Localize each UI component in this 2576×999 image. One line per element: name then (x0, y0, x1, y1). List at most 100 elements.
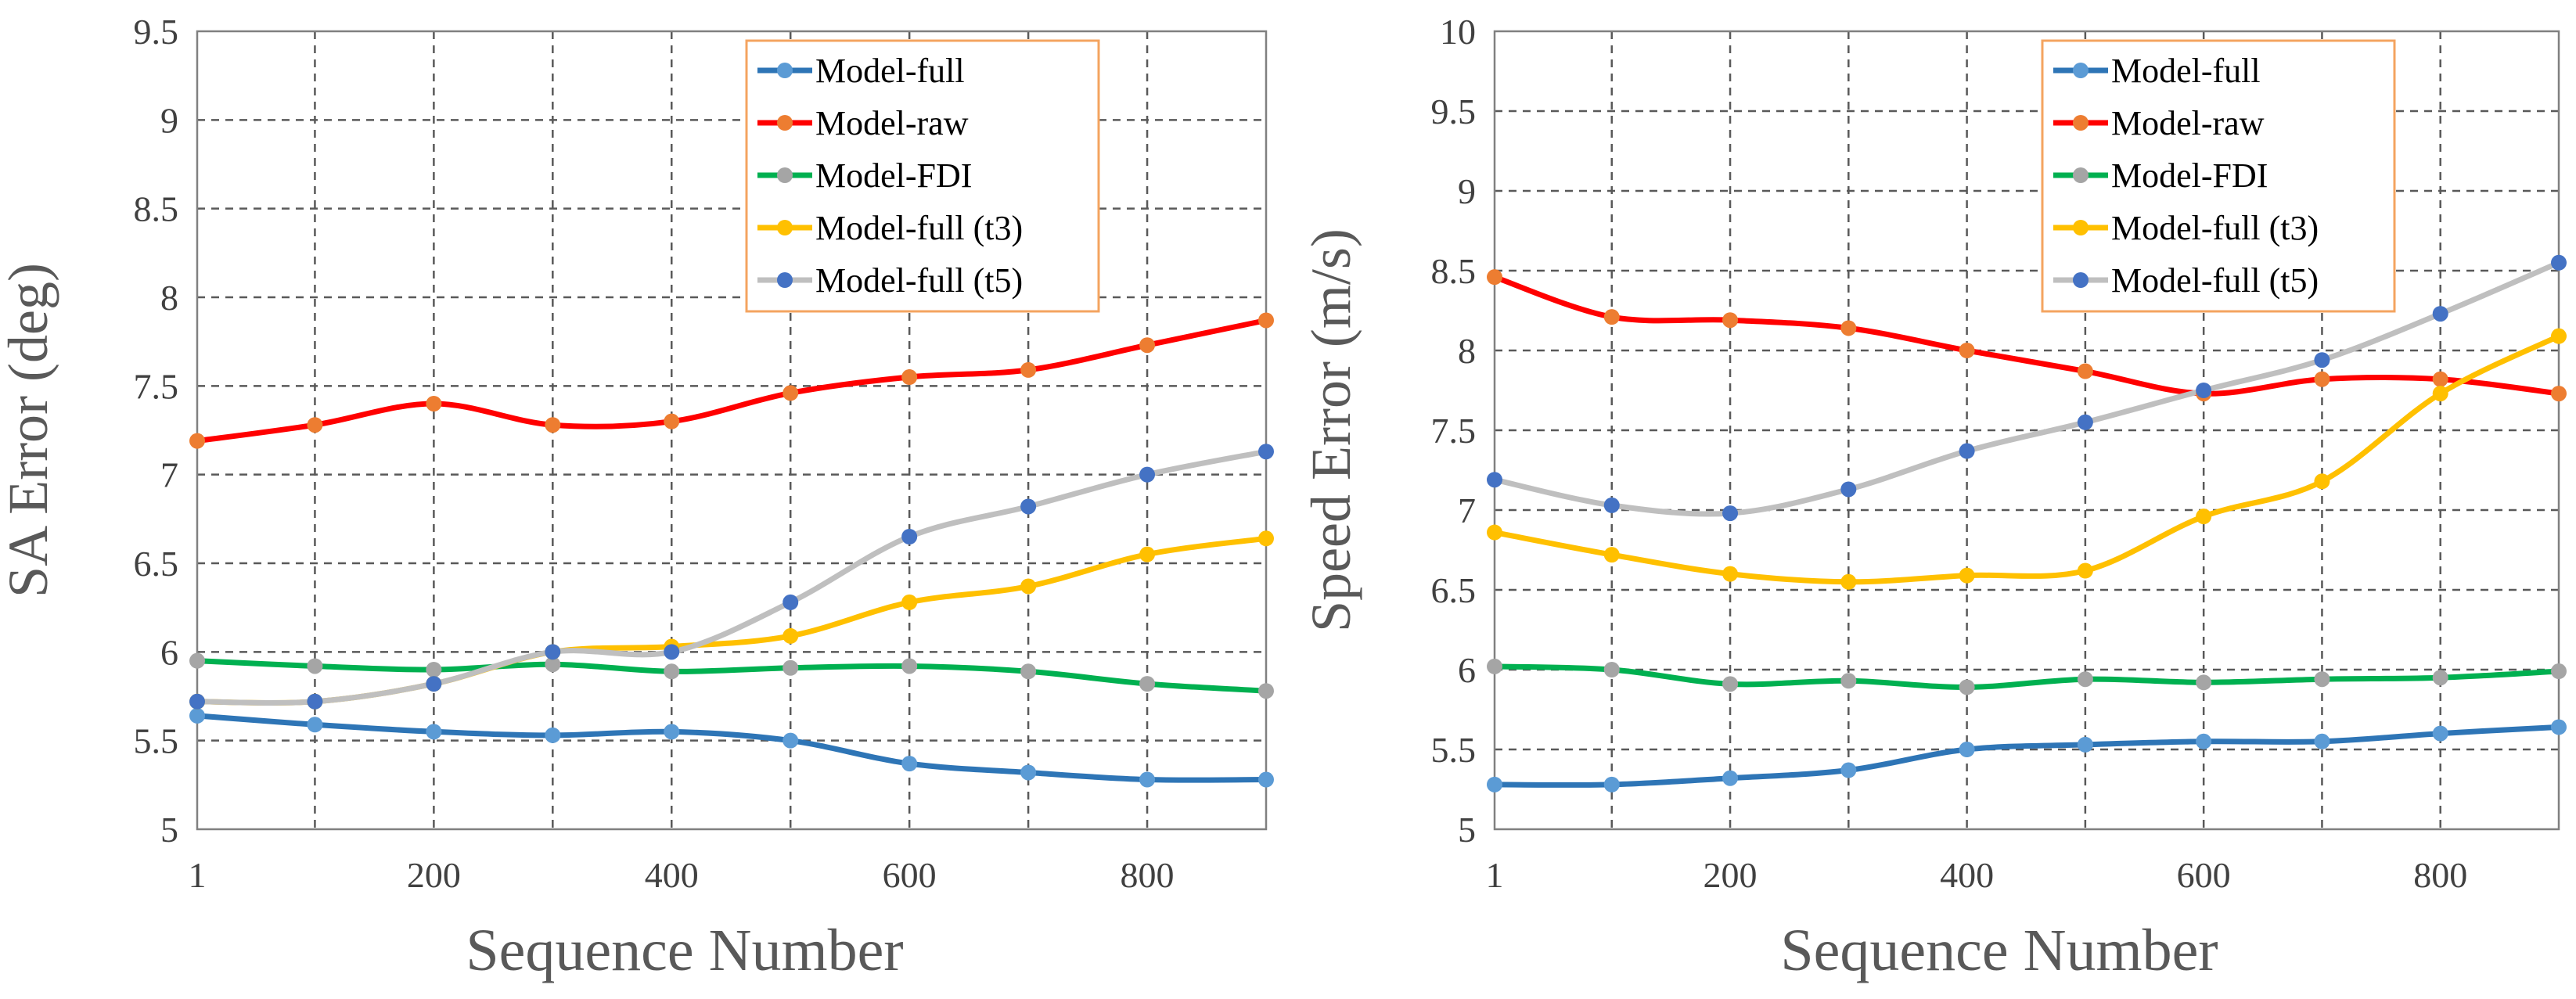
data-point (189, 693, 205, 710)
data-point (307, 658, 323, 674)
data-point (545, 727, 561, 743)
legend-swatch-marker (2073, 167, 2089, 183)
data-point (1722, 676, 1739, 692)
data-point (545, 656, 561, 673)
series-line-model-full-t5 (1491, 260, 2562, 517)
legend-swatch-marker (777, 272, 793, 288)
data-point (2077, 562, 2093, 579)
x-tick-label: 1 (189, 855, 207, 895)
data-point (2432, 670, 2448, 686)
legend: Model-full Model-raw Model-FDI Model-full (… (2041, 39, 2396, 313)
legend: Model-full Model-raw Model-FDI Model-full (… (745, 39, 1100, 313)
data-point (1959, 443, 1975, 459)
y-tick-label: 7 (1458, 491, 1476, 530)
legend-swatch-marker (2073, 272, 2089, 288)
data-point (2551, 386, 2567, 402)
data-point (1020, 578, 1037, 595)
x-tick-label: 200 (1704, 855, 1758, 895)
data-point (901, 756, 918, 772)
y-tick-label: 9.5 (134, 12, 179, 52)
y-axis-label: Speed Error (m/s) (1300, 228, 1362, 632)
data-point (2196, 674, 2212, 691)
series-line-model-full (194, 713, 1269, 783)
data-point (1258, 683, 1274, 699)
legend-swatch-marker (777, 63, 793, 78)
y-tick-label: 6.5 (1431, 570, 1477, 610)
data-point (1840, 320, 1857, 336)
x-axis-label: Sequence Number (466, 918, 903, 983)
data-point (2432, 371, 2448, 387)
legend-swatch-marker (2073, 220, 2089, 235)
data-point (1603, 547, 1620, 563)
data-point (1722, 505, 1739, 522)
data-point (1603, 776, 1620, 792)
data-point (664, 413, 680, 429)
data-point (2314, 371, 2330, 387)
data-point (426, 676, 442, 692)
legend-label: Model-full (t5) (2111, 261, 2319, 300)
data-point (2551, 663, 2567, 680)
series-line-model-full (1491, 724, 2562, 788)
data-point (2551, 719, 2567, 735)
legend-label: Model-full (t5) (815, 261, 1023, 300)
data-point (1258, 771, 1274, 788)
y-tick-label: 6 (1458, 650, 1476, 690)
data-point (1020, 764, 1037, 781)
legend-label: Model-full (t3) (815, 209, 1023, 247)
y-axis-label: SA Error (deg) (0, 263, 59, 598)
data-point (2077, 736, 2093, 753)
legend-label: Model-full (t3) (2111, 209, 2319, 247)
data-point (1603, 662, 1620, 677)
series-line-model-raw (194, 318, 1269, 444)
data-point (783, 627, 799, 644)
data-point (2196, 733, 2212, 749)
plot-frame (196, 30, 1268, 831)
y-tick-label: 5.5 (134, 721, 179, 761)
data-point (1722, 312, 1739, 329)
y-tick-label: 10 (1440, 12, 1476, 52)
y-tick-label: 6 (160, 632, 178, 672)
data-point (1020, 361, 1037, 378)
data-point (2077, 671, 2093, 688)
x-tick-label: 800 (2413, 855, 2467, 895)
data-point (2314, 352, 2330, 368)
x-tick-label: 400 (645, 855, 699, 895)
data-point (1840, 762, 1857, 778)
data-point (426, 724, 442, 740)
x-tick-label: 600 (883, 855, 937, 895)
data-point (426, 396, 442, 411)
data-point (426, 662, 442, 677)
data-point (664, 724, 680, 740)
data-point (2551, 254, 2567, 271)
data-point (901, 369, 918, 385)
data-point (1258, 530, 1274, 547)
data-point (1722, 770, 1739, 786)
data-point (2196, 383, 2212, 398)
data-point (545, 644, 561, 660)
data-point (307, 717, 323, 733)
data-point (1487, 269, 1502, 286)
legend-label: Model-FDI (2111, 156, 2268, 195)
data-point (1487, 776, 1502, 792)
data-point (2314, 733, 2330, 749)
y-tick-label: 8.5 (1431, 251, 1477, 291)
plot-frame (1493, 30, 2560, 831)
data-point (1020, 663, 1037, 680)
legend-swatch-marker (777, 220, 793, 235)
data-point (2432, 725, 2448, 742)
data-point (783, 659, 799, 676)
legend-label: Model-full (815, 52, 965, 90)
legend-swatch-marker (777, 167, 793, 183)
data-point (189, 707, 205, 724)
data-point (2314, 671, 2330, 688)
x-tick-label: 200 (407, 855, 461, 895)
data-point (901, 529, 918, 544)
y-tick-label: 9 (160, 100, 178, 140)
data-point (783, 732, 799, 749)
x-tick-label: 400 (1940, 855, 1994, 895)
data-point (189, 652, 205, 669)
data-point (1959, 343, 1975, 358)
data-point (1959, 742, 1975, 757)
data-point (1603, 497, 1620, 513)
